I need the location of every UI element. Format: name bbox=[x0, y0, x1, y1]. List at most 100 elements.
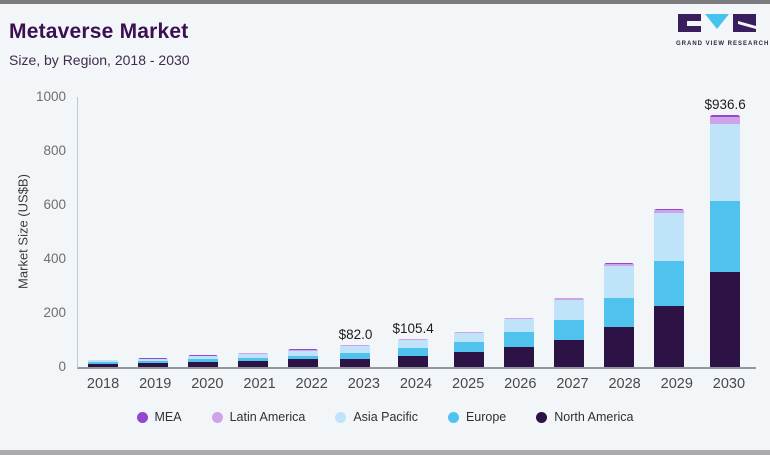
bar-segment-latin-america bbox=[188, 355, 219, 357]
y-axis-title: Market Size (US$B) bbox=[15, 174, 31, 289]
bar-segment-latin-america bbox=[710, 117, 741, 125]
bar-segment-europe bbox=[453, 342, 484, 352]
x-tick-label: 2019 bbox=[139, 376, 172, 392]
y-tick-label: 200 bbox=[43, 305, 66, 320]
bar-slot-2023: $82.0 bbox=[339, 97, 372, 367]
bar-segment-north-america bbox=[604, 327, 635, 367]
x-tick-label: 2022 bbox=[295, 376, 328, 392]
legend-item-latin-america: Latin America bbox=[211, 410, 306, 424]
bar-segment-latin-america bbox=[554, 298, 585, 300]
bar-segment-asia-pacific bbox=[654, 212, 685, 262]
x-tick-label: 2027 bbox=[556, 376, 589, 392]
bar-segment-latin-america bbox=[504, 318, 535, 320]
bar-segment-latin-america bbox=[288, 349, 319, 351]
bar-segment-latin-america bbox=[453, 331, 484, 334]
bar-value-label: $936.6 bbox=[704, 97, 746, 112]
legend-label: Asia Pacific bbox=[353, 410, 418, 424]
bar-segment-europe bbox=[238, 357, 269, 361]
bar-segment-north-america bbox=[654, 305, 685, 367]
x-tick-label: 2021 bbox=[243, 376, 276, 392]
page-title: Metaverse Market bbox=[9, 20, 189, 43]
bar-segment-europe bbox=[604, 297, 635, 328]
bar-segment-latin-america bbox=[398, 338, 429, 341]
legend-item-north-america: North America bbox=[536, 410, 633, 424]
bar-segment-asia-pacific bbox=[604, 265, 635, 298]
x-tick-label: 2030 bbox=[712, 376, 746, 392]
bar-slot-2030: $936.6 bbox=[704, 97, 746, 367]
bar-slot-2020 bbox=[188, 97, 219, 367]
bar-slot-2029 bbox=[654, 97, 685, 367]
legend-label: Latin America bbox=[229, 410, 306, 424]
bar-segment-europe bbox=[710, 200, 741, 273]
bar-slot-2026 bbox=[504, 97, 535, 367]
legend-label: Europe bbox=[465, 410, 507, 424]
legend-item-asia-pacific: Asia Pacific bbox=[335, 410, 418, 424]
bar-segment-north-america bbox=[398, 356, 429, 367]
y-tick-label: 0 bbox=[58, 359, 66, 374]
x-tick-label: 2025 bbox=[452, 376, 485, 392]
bar-segment-europe bbox=[554, 320, 585, 340]
bar-segment-europe bbox=[188, 359, 219, 362]
logo-wordmark: GRAND VIEW RESEARCH bbox=[676, 41, 770, 47]
stacked-bar-2028 bbox=[604, 263, 635, 367]
bar-segment-asia-pacific bbox=[188, 356, 219, 360]
bar-segment-mea bbox=[710, 115, 741, 118]
page-subtitle: Size, by Region, 2018 - 2030 bbox=[9, 52, 190, 68]
stacked-bar-2020 bbox=[188, 355, 219, 367]
bar-slot-2018 bbox=[88, 97, 119, 367]
stacked-bar-2027 bbox=[554, 297, 585, 367]
x-tick-label: 2020 bbox=[191, 376, 224, 392]
stacked-bar-2024 bbox=[398, 338, 429, 367]
bar-segment-north-america bbox=[453, 351, 484, 367]
bar-segment-north-america bbox=[710, 272, 741, 367]
bar-segment-north-america bbox=[238, 360, 269, 367]
x-tick-label: 2024 bbox=[399, 376, 433, 392]
stacked-bar-2021 bbox=[238, 352, 269, 367]
stacked-bar-2026 bbox=[504, 317, 535, 367]
bar-segment-north-america bbox=[288, 359, 319, 367]
stacked-bar-2018 bbox=[88, 359, 119, 367]
legend-dot-icon bbox=[136, 411, 148, 423]
y-tick-label: 400 bbox=[43, 251, 66, 266]
bar-segment-mea bbox=[604, 263, 635, 264]
gvr-logo-icon bbox=[678, 14, 756, 32]
bar-segment-europe bbox=[340, 352, 371, 359]
bar-segment-asia-pacific bbox=[238, 353, 269, 358]
stacked-bar-2029 bbox=[654, 209, 685, 367]
chart-legend: MEA Latin America Asia Pacific Europe North … bbox=[0, 410, 770, 424]
bar-slot-2027 bbox=[554, 97, 585, 367]
bar-slot-2021 bbox=[238, 97, 269, 367]
bar-segment-europe bbox=[88, 362, 119, 364]
bar-slot-2024: $105.4 bbox=[393, 97, 434, 367]
legend-item-mea: MEA bbox=[136, 410, 182, 424]
bar-segment-latin-america bbox=[604, 263, 635, 266]
bar-segment-north-america bbox=[188, 361, 219, 367]
x-tick-label: 2023 bbox=[347, 376, 380, 392]
bar-segment-asia-pacific bbox=[504, 319, 535, 332]
y-tick-label: 800 bbox=[43, 143, 66, 158]
bar-segment-asia-pacific bbox=[554, 299, 585, 321]
legend-dot-icon bbox=[335, 411, 347, 423]
bar-segment-asia-pacific bbox=[710, 124, 741, 201]
bars-container: $82.0 $105.4 $936.6 bbox=[78, 97, 756, 367]
legend-dot-icon bbox=[211, 411, 223, 423]
x-tick-label: 2028 bbox=[608, 376, 641, 392]
legend-label: MEA bbox=[154, 410, 182, 424]
bar-segment-asia-pacific bbox=[340, 346, 371, 353]
y-tick-label: 1000 bbox=[35, 89, 66, 104]
legend-dot-icon bbox=[447, 411, 459, 423]
bar-segment-europe bbox=[398, 348, 429, 357]
plot-area: $82.0 $105.4 $936.6 bbox=[77, 97, 756, 369]
bar-segment-latin-america bbox=[654, 209, 685, 213]
stacked-bar-2023 bbox=[340, 344, 371, 367]
bar-slot-2025 bbox=[453, 97, 484, 367]
stacked-bar-2030 bbox=[710, 115, 741, 367]
bar-segment-north-america bbox=[504, 346, 535, 367]
x-tick-label: 2029 bbox=[660, 376, 693, 392]
x-tick-label: 2018 bbox=[86, 376, 120, 392]
bar-segment-north-america bbox=[554, 339, 585, 367]
legend-label: North America bbox=[554, 410, 634, 424]
grand-view-research-logo: GRAND VIEW RESEARCH bbox=[676, 12, 770, 47]
bar-segment-north-america bbox=[340, 358, 371, 367]
bar-segment-asia-pacific bbox=[138, 358, 169, 362]
